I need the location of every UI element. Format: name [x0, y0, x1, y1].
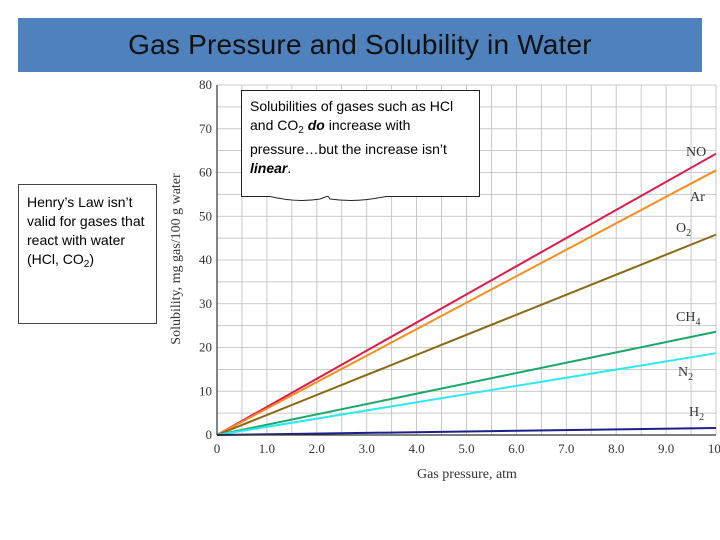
callout-text: Solubilities of gases such as HCl and CO: [250, 98, 454, 133]
series-line-n2: [216, 352, 717, 436]
slide-title-bar: Gas Pressure and Solubility in Water: [18, 18, 702, 72]
side-note-close: ): [89, 251, 95, 267]
x-tick-label: 8.0: [608, 441, 624, 456]
callout-text-cont: increase with pressure…but the increase …: [250, 117, 447, 157]
chart-series-labels: NO Ar O2 CH4 N2 H2: [676, 145, 706, 423]
x-axis-label: Gas pressure, atm: [417, 467, 517, 482]
series-label-n2: N2: [678, 365, 693, 383]
series-line-o2: [216, 233, 717, 436]
callout-emphasis-linear: linear: [250, 160, 288, 176]
x-tick-label: 5.0: [458, 441, 474, 456]
x-tick-label: 2.0: [309, 441, 325, 456]
y-tick-label: 10: [199, 383, 212, 398]
series-line-ar: [216, 169, 717, 436]
series-line-no: [216, 152, 717, 436]
y-tick-label: 60: [199, 165, 212, 180]
chart-tick-labels: 0 1.0 2.0 3.0 4.0 5.0 6.0 7.0 8.0 9.0 10. 0 10 20 30 40…: [199, 77, 720, 456]
slide-title: Gas Pressure and Solubility in Water: [128, 29, 592, 60]
callout-subscript: 2: [298, 125, 304, 136]
callout-emphasis-do: do: [307, 117, 325, 133]
callout-tail: [268, 196, 388, 201]
y-tick-label: 70: [199, 121, 212, 136]
y-tick-label: 0: [206, 427, 213, 442]
callout-period: .: [287, 160, 292, 176]
y-tick-label: 30: [199, 296, 212, 311]
y-axis-label: Solubility, mg gas/100 g water: [169, 173, 184, 345]
callout-box: Solubilities of gases such as HCl and CO…: [241, 90, 480, 197]
series-label-no: NO: [686, 145, 706, 160]
series-line-h2: [216, 427, 717, 436]
y-tick-label: 20: [199, 340, 212, 355]
y-tick-label: 80: [199, 77, 212, 92]
x-tick-label: 4.0: [408, 441, 424, 456]
x-tick-label: 10.: [708, 441, 720, 456]
y-tick-label: 40: [199, 252, 212, 267]
y-tick-label: 50: [199, 208, 212, 223]
series-label-ch4: CH4: [676, 310, 700, 328]
x-tick-label: 7.0: [558, 441, 574, 456]
chart-series: [216, 152, 717, 436]
series-label-ar: Ar: [690, 190, 705, 205]
side-note-box: Henry’s Law isn’t valid for gases that r…: [18, 184, 157, 324]
series-line-ch4: [216, 330, 717, 436]
x-tick-label: 9.0: [658, 441, 674, 456]
side-note-text: Henry’s Law isn’t valid for gases that r…: [27, 194, 145, 267]
side-note-subscript: 2: [83, 259, 90, 270]
series-label-h2: H2: [689, 405, 704, 423]
x-tick-label: 6.0: [508, 441, 524, 456]
x-tick-label: 0: [214, 441, 221, 456]
series-label-o2: O2: [676, 221, 691, 239]
x-tick-label: 1.0: [259, 441, 275, 456]
chart-axes: [216, 85, 716, 436]
x-tick-label: 3.0: [359, 441, 375, 456]
